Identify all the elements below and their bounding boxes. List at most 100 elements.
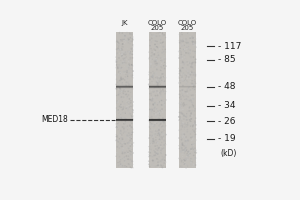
Point	[163, 159, 168, 162]
Point	[158, 59, 163, 62]
Point	[180, 43, 185, 46]
Point	[185, 121, 190, 124]
Point	[192, 86, 197, 89]
Point	[126, 82, 130, 85]
Point	[177, 97, 182, 100]
Point	[120, 90, 125, 94]
Point	[182, 158, 186, 161]
Point	[185, 92, 190, 95]
Point	[129, 147, 134, 150]
Point	[162, 80, 167, 83]
Point	[122, 61, 127, 64]
Point	[190, 71, 195, 75]
Point	[187, 154, 192, 157]
Point	[149, 108, 154, 111]
Point	[131, 114, 136, 118]
Point	[178, 105, 183, 108]
Point	[156, 51, 161, 54]
Point	[151, 103, 156, 107]
Point	[178, 70, 183, 73]
Point	[150, 75, 155, 78]
Point	[184, 47, 189, 50]
Point	[159, 86, 164, 89]
Point	[193, 52, 198, 55]
Point	[161, 82, 166, 85]
Point	[184, 112, 189, 115]
Point	[156, 110, 161, 113]
Point	[115, 81, 120, 84]
Point	[122, 38, 127, 41]
Point	[114, 126, 118, 129]
Point	[125, 134, 130, 137]
Point	[148, 149, 153, 153]
Point	[155, 141, 160, 144]
Point	[127, 68, 131, 71]
Point	[124, 70, 129, 73]
Point	[131, 69, 136, 73]
Point	[129, 117, 134, 120]
Point	[189, 82, 194, 85]
Point	[150, 80, 154, 83]
Point	[119, 116, 124, 119]
Point	[186, 151, 191, 154]
Point	[150, 75, 155, 79]
Point	[118, 158, 123, 161]
Point	[187, 118, 192, 121]
Point	[159, 99, 164, 102]
Point	[192, 109, 197, 112]
Point	[155, 42, 160, 45]
Point	[160, 111, 165, 114]
Point	[189, 149, 194, 152]
Point	[119, 145, 124, 148]
Point	[190, 62, 194, 65]
Point	[180, 89, 184, 92]
Point	[146, 150, 151, 154]
Point	[124, 69, 129, 72]
Point	[179, 114, 184, 117]
Point	[124, 32, 129, 35]
Point	[118, 76, 123, 80]
Point	[129, 95, 134, 98]
Point	[191, 67, 196, 71]
Point	[154, 73, 159, 77]
Point	[180, 59, 184, 62]
Point	[124, 85, 129, 89]
Point	[129, 67, 134, 70]
Point	[158, 93, 163, 96]
Point	[121, 60, 125, 63]
Point	[128, 135, 133, 138]
Point	[151, 53, 155, 56]
Point	[124, 155, 128, 158]
Point	[152, 105, 157, 108]
Point	[156, 111, 161, 115]
Point	[180, 40, 185, 43]
Point	[126, 134, 131, 138]
Point	[152, 86, 157, 89]
Point	[155, 56, 160, 60]
Point	[119, 77, 124, 81]
Point	[180, 125, 185, 128]
Point	[149, 96, 154, 99]
Point	[161, 79, 166, 82]
Point	[178, 81, 183, 84]
Point	[186, 76, 190, 79]
Point	[177, 75, 182, 78]
Point	[129, 114, 134, 117]
Point	[115, 66, 120, 69]
Point	[185, 101, 190, 104]
Point	[123, 133, 128, 137]
Point	[192, 113, 197, 116]
Point	[118, 48, 123, 51]
Point	[122, 102, 127, 105]
Point	[117, 142, 122, 145]
Point	[162, 100, 167, 103]
Point	[184, 135, 188, 139]
Point	[179, 119, 184, 122]
Point	[176, 119, 181, 122]
Point	[154, 59, 159, 62]
Text: - 117: - 117	[218, 42, 241, 51]
Point	[122, 93, 127, 96]
Point	[179, 74, 184, 77]
Point	[118, 160, 122, 163]
Point	[177, 162, 182, 165]
